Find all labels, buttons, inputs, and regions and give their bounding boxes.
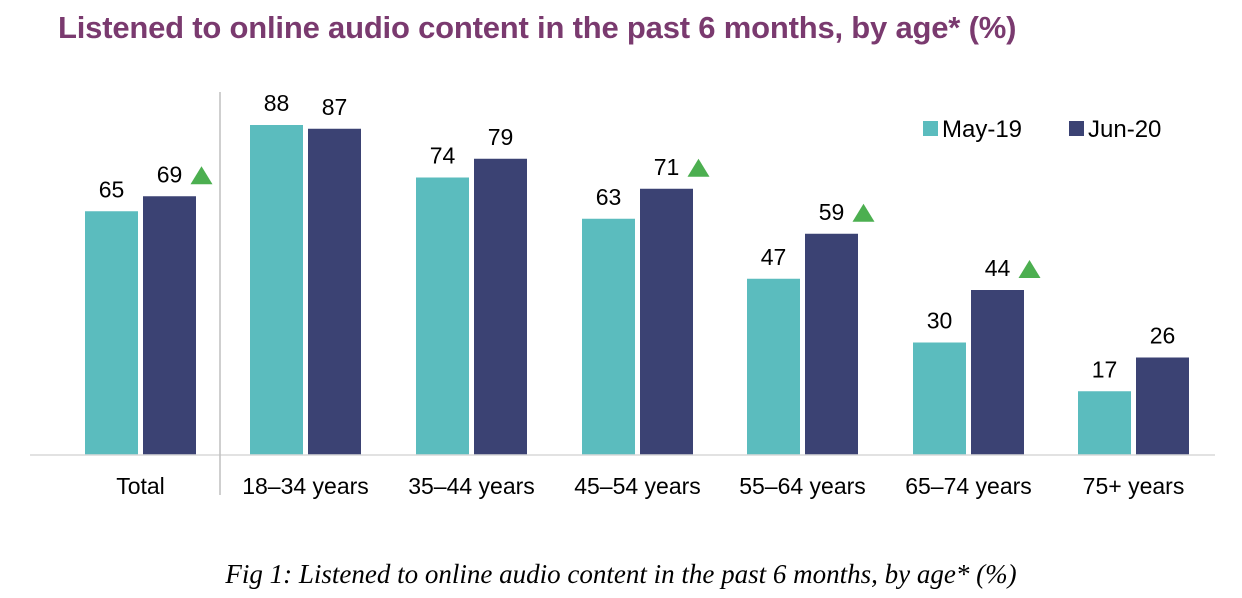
bar-may19-6 — [1078, 391, 1131, 455]
chart-title: Listened to online audio content in the … — [58, 10, 1017, 45]
data-label-may19-4: 47 — [761, 244, 787, 270]
bar-jun20-5 — [971, 290, 1024, 455]
bar-may19-1 — [250, 125, 303, 455]
data-label-jun20-5: 44 — [985, 255, 1011, 281]
data-label-jun20-6: 26 — [1150, 323, 1176, 349]
category-label-1: 18–34 years — [242, 473, 369, 499]
legend-label-0: May-19 — [942, 116, 1022, 143]
data-label-may19-3: 63 — [596, 184, 622, 210]
data-label-may19-6: 17 — [1092, 356, 1118, 382]
bar-may19-3 — [582, 218, 635, 455]
bar-jun20-3 — [640, 188, 693, 455]
bar-may19-2 — [416, 177, 469, 455]
category-label-2: 35–44 years — [408, 473, 535, 499]
data-label-may19-1: 88 — [264, 90, 290, 116]
increase-triangle-icon — [852, 203, 875, 222]
legend-swatch-0 — [923, 121, 938, 136]
legend-label-1: Jun-20 — [1088, 116, 1161, 143]
category-label-5: 65–74 years — [905, 473, 1032, 499]
legend-swatch-1 — [1069, 121, 1084, 136]
bar-jun20-6 — [1136, 357, 1189, 455]
category-label-6: 75+ years — [1083, 473, 1185, 499]
bar-may19-5 — [913, 342, 966, 455]
increase-triangle-icon — [190, 166, 213, 185]
category-label-4: 55–64 years — [739, 473, 866, 499]
category-label-3: 45–54 years — [574, 473, 701, 499]
bar-may19-4 — [747, 278, 800, 455]
data-label-jun20-3: 71 — [654, 154, 680, 180]
bar-jun20-1 — [308, 128, 361, 455]
bar-may19-0 — [85, 211, 138, 455]
data-label-jun20-2: 79 — [488, 124, 514, 150]
figure-caption: Fig 1: Listened to online audio content … — [225, 559, 1017, 589]
data-label-jun20-0: 69 — [157, 161, 183, 187]
increase-triangle-icon — [687, 158, 710, 177]
data-label-may19-0: 65 — [99, 176, 125, 202]
bar-jun20-0 — [143, 196, 196, 455]
category-label-0: Total — [116, 473, 165, 499]
increase-triangle-icon — [1018, 260, 1041, 278]
bar-jun20-2 — [474, 158, 527, 455]
data-label-jun20-4: 59 — [819, 199, 845, 225]
data-label-jun20-1: 87 — [322, 94, 348, 120]
data-label-may19-2: 74 — [430, 143, 456, 169]
data-label-may19-5: 30 — [927, 308, 953, 334]
bar-jun20-4 — [805, 233, 858, 455]
